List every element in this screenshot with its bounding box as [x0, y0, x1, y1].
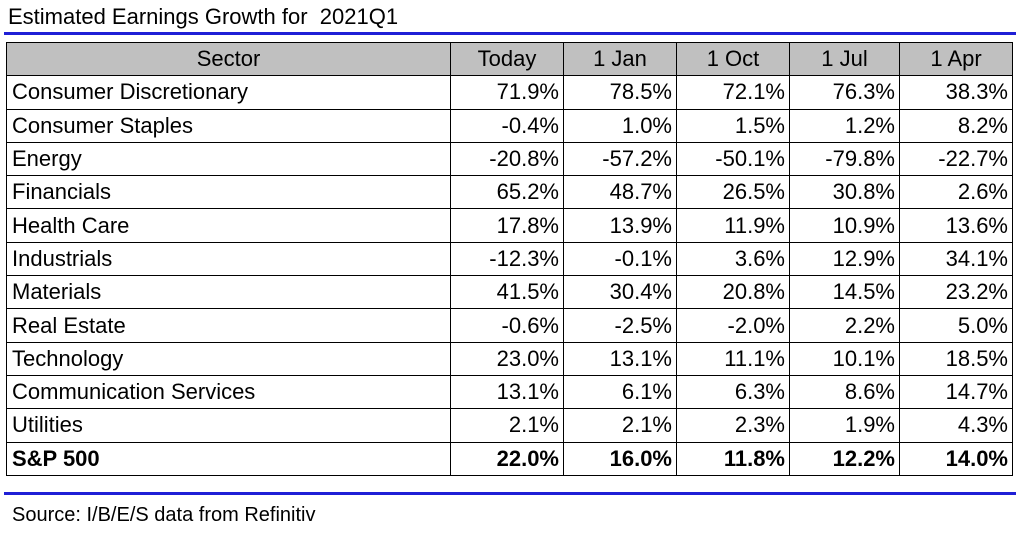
column-header-1-oct: 1 Oct [676, 41, 790, 77]
value-cell: -79.8% [789, 141, 900, 177]
sector-cell: Communication Services [6, 374, 451, 410]
column-header-1-jan: 1 Jan [563, 41, 677, 77]
value-cell: 78.5% [563, 75, 677, 110]
value-cell: -22.7% [899, 141, 1013, 177]
value-cell: 72.1% [676, 75, 790, 110]
value-cell: 23.0% [450, 341, 564, 376]
table-row: Health Care 17.8% 13.9% 11.9% 10.9% 13.6% [6, 208, 1013, 243]
sector-cell: Health Care [6, 208, 451, 243]
table-row: Industrials -12.3% -0.1% 3.6% 12.9% 34.1% [6, 241, 1013, 277]
value-cell: 1.9% [789, 408, 900, 443]
value-cell: 1.5% [676, 108, 790, 143]
column-header-sector: Sector [6, 41, 451, 77]
value-cell: 48.7% [563, 175, 677, 210]
value-cell: 18.5% [899, 341, 1013, 376]
sector-cell: Energy [6, 141, 451, 177]
sector-cell: Consumer Discretionary [6, 75, 451, 110]
value-cell: 14.0% [899, 441, 1013, 476]
table-row: Utilities 2.1% 2.1% 2.3% 1.9% 4.3% [6, 408, 1013, 443]
value-cell: 2.1% [450, 408, 564, 443]
value-cell: 3.6% [676, 241, 790, 277]
value-cell: 10.9% [789, 208, 900, 243]
total-row: S&P 500 22.0% 16.0% 11.8% 12.2% 14.0% [6, 441, 1013, 476]
value-cell: -20.8% [450, 141, 564, 177]
sector-cell: Real Estate [6, 308, 451, 343]
value-cell: 23.2% [899, 275, 1013, 310]
value-cell: -12.3% [450, 241, 564, 277]
value-cell: 1.0% [563, 108, 677, 143]
value-cell: 2.1% [563, 408, 677, 443]
value-cell: 6.3% [676, 374, 790, 410]
value-cell: -2.0% [676, 308, 790, 343]
column-header-today: Today [450, 41, 564, 77]
sector-cell: Materials [6, 275, 451, 310]
value-cell: 65.2% [450, 175, 564, 210]
value-cell: 41.5% [450, 275, 564, 310]
value-cell: 20.8% [676, 275, 790, 310]
value-cell: 16.0% [563, 441, 677, 476]
value-cell: -0.1% [563, 241, 677, 277]
header-row: Sector Today 1 Jan 1 Oct 1 Jul 1 Apr [6, 41, 1013, 77]
value-cell: -57.2% [563, 141, 677, 177]
table-body: Consumer Discretionary 71.9% 78.5% 72.1% 76.… [6, 75, 1013, 476]
value-cell: 12.9% [789, 241, 900, 277]
sector-cell: Financials [6, 175, 451, 210]
table-title: Estimated Earnings Growth for 2021Q1 [8, 4, 399, 29]
table-row: Consumer Staples -0.4% 1.0% 1.5% 1.2% 8.2% [6, 108, 1013, 143]
value-cell: -50.1% [676, 141, 790, 177]
table-row: Communication Services 13.1% 6.1% 6.3% 8.6% 1… [6, 374, 1013, 410]
sector-cell: Consumer Staples [6, 108, 451, 143]
value-cell: 2.6% [899, 175, 1013, 210]
table-row: Financials 65.2% 48.7% 26.5% 30.8% 2.6% [6, 175, 1013, 210]
value-cell: 11.9% [676, 208, 790, 243]
value-cell: 1.2% [789, 108, 900, 143]
value-cell: 17.8% [450, 208, 564, 243]
sector-cell: Technology [6, 341, 451, 376]
table-row: Materials 41.5% 30.4% 20.8% 14.5% 23.2% [6, 275, 1013, 310]
value-cell: 5.0% [899, 308, 1013, 343]
value-cell: 13.6% [899, 208, 1013, 243]
table-row: Real Estate -0.6% -2.5% -2.0% 2.2% 5.0% [6, 308, 1013, 343]
source-note: Source: I/B/E/S data from Refinitiv [12, 504, 316, 526]
value-cell: 12.2% [789, 441, 900, 476]
column-header-1-apr: 1 Apr [899, 41, 1013, 77]
value-cell: 8.6% [789, 374, 900, 410]
value-cell: 13.1% [450, 374, 564, 410]
top-divider [4, 32, 1016, 35]
value-cell: 8.2% [899, 108, 1013, 143]
value-cell: 30.8% [789, 175, 900, 210]
value-cell: 26.5% [676, 175, 790, 210]
value-cell: 76.3% [789, 75, 900, 110]
bottom-divider [4, 492, 1016, 495]
value-cell: 34.1% [899, 241, 1013, 277]
value-cell: 14.5% [789, 275, 900, 310]
value-cell: -0.6% [450, 308, 564, 343]
value-cell: 38.3% [899, 75, 1013, 110]
value-cell: 6.1% [563, 374, 677, 410]
value-cell: 22.0% [450, 441, 564, 476]
table-row: Energy -20.8% -57.2% -50.1% -79.8% -22.7% [6, 141, 1013, 177]
sector-cell: Utilities [6, 408, 451, 443]
value-cell: 10.1% [789, 341, 900, 376]
value-cell: 4.3% [899, 408, 1013, 443]
table-row: Consumer Discretionary 71.9% 78.5% 72.1% 76.… [6, 75, 1013, 110]
value-cell: -2.5% [563, 308, 677, 343]
value-cell: 11.8% [676, 441, 790, 476]
value-cell: -0.4% [450, 108, 564, 143]
value-cell: 71.9% [450, 75, 564, 110]
value-cell: 11.1% [676, 341, 790, 376]
value-cell: 30.4% [563, 275, 677, 310]
column-header-1-jul: 1 Jul [789, 41, 900, 77]
value-cell: 14.7% [899, 374, 1013, 410]
value-cell: 13.1% [563, 341, 677, 376]
sector-cell: S&P 500 [6, 441, 451, 476]
earnings-growth-table: Sector Today 1 Jan 1 Oct 1 Jul 1 Apr Con… [6, 41, 1013, 476]
value-cell: 2.2% [789, 308, 900, 343]
value-cell: 13.9% [563, 208, 677, 243]
table-row: Technology 23.0% 13.1% 11.1% 10.1% 18.5% [6, 341, 1013, 376]
value-cell: 2.3% [676, 408, 790, 443]
sector-cell: Industrials [6, 241, 451, 277]
